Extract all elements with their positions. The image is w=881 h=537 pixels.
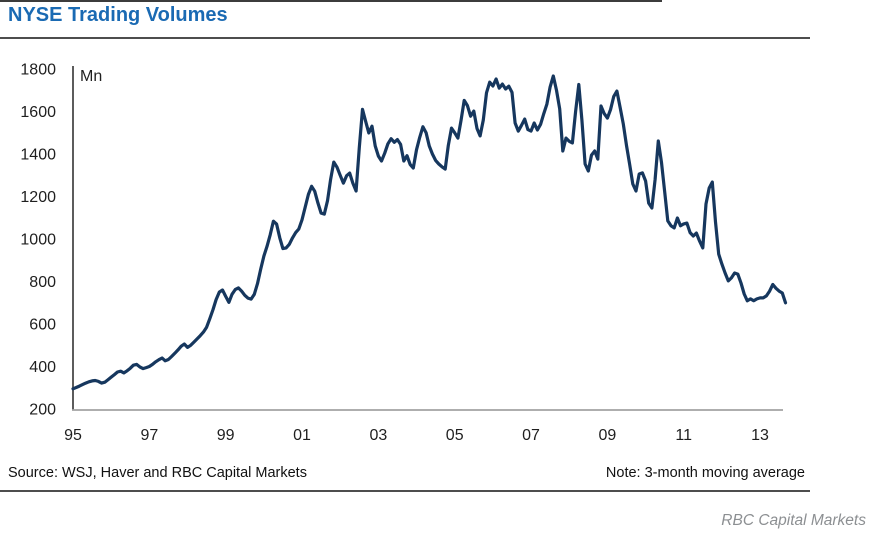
y-tick-label: 600 bbox=[29, 317, 56, 334]
nyse-volume-line-chart: 200 400 600 800 1000 1200 1400 1600 1800 95 97 99 01… bbox=[20, 62, 788, 444]
x-tick-label: 07 bbox=[522, 427, 540, 444]
note-text: Note: 3-month moving average bbox=[605, 465, 805, 481]
x-tick-label: 99 bbox=[217, 427, 235, 444]
title-underline bbox=[0, 37, 810, 39]
y-tick-label: 800 bbox=[29, 274, 56, 291]
x-tick-label: 01 bbox=[293, 427, 311, 444]
x-tick-label: 09 bbox=[598, 427, 616, 444]
volume-series-line bbox=[71, 74, 788, 391]
y-tick-label: 1000 bbox=[20, 232, 56, 249]
y-tick-label: 1400 bbox=[20, 147, 56, 164]
source-text: Source: WSJ, Haver and RBC Capital Marke… bbox=[8, 465, 307, 481]
y-axis-unit-label: Mn bbox=[80, 68, 102, 85]
y-tick-label: 1600 bbox=[20, 104, 56, 121]
y-tick-label: 1200 bbox=[20, 189, 56, 206]
x-tick-label: 11 bbox=[675, 427, 692, 444]
top-border-line bbox=[0, 0, 662, 2]
y-tick-label: 1800 bbox=[20, 62, 56, 79]
x-tick-label: 95 bbox=[64, 427, 82, 444]
y-tick-label: 400 bbox=[29, 359, 56, 376]
x-tick-label: 13 bbox=[751, 427, 769, 444]
x-tick-label: 05 bbox=[446, 427, 464, 444]
chart-title: NYSE Trading Volumes bbox=[8, 4, 228, 26]
y-tick-label: 200 bbox=[29, 402, 56, 419]
footer-underline bbox=[0, 490, 810, 492]
brand-footer-text: RBC Capital Markets bbox=[721, 512, 866, 529]
x-tick-label: 97 bbox=[140, 427, 158, 444]
x-tick-label: 03 bbox=[369, 427, 387, 444]
